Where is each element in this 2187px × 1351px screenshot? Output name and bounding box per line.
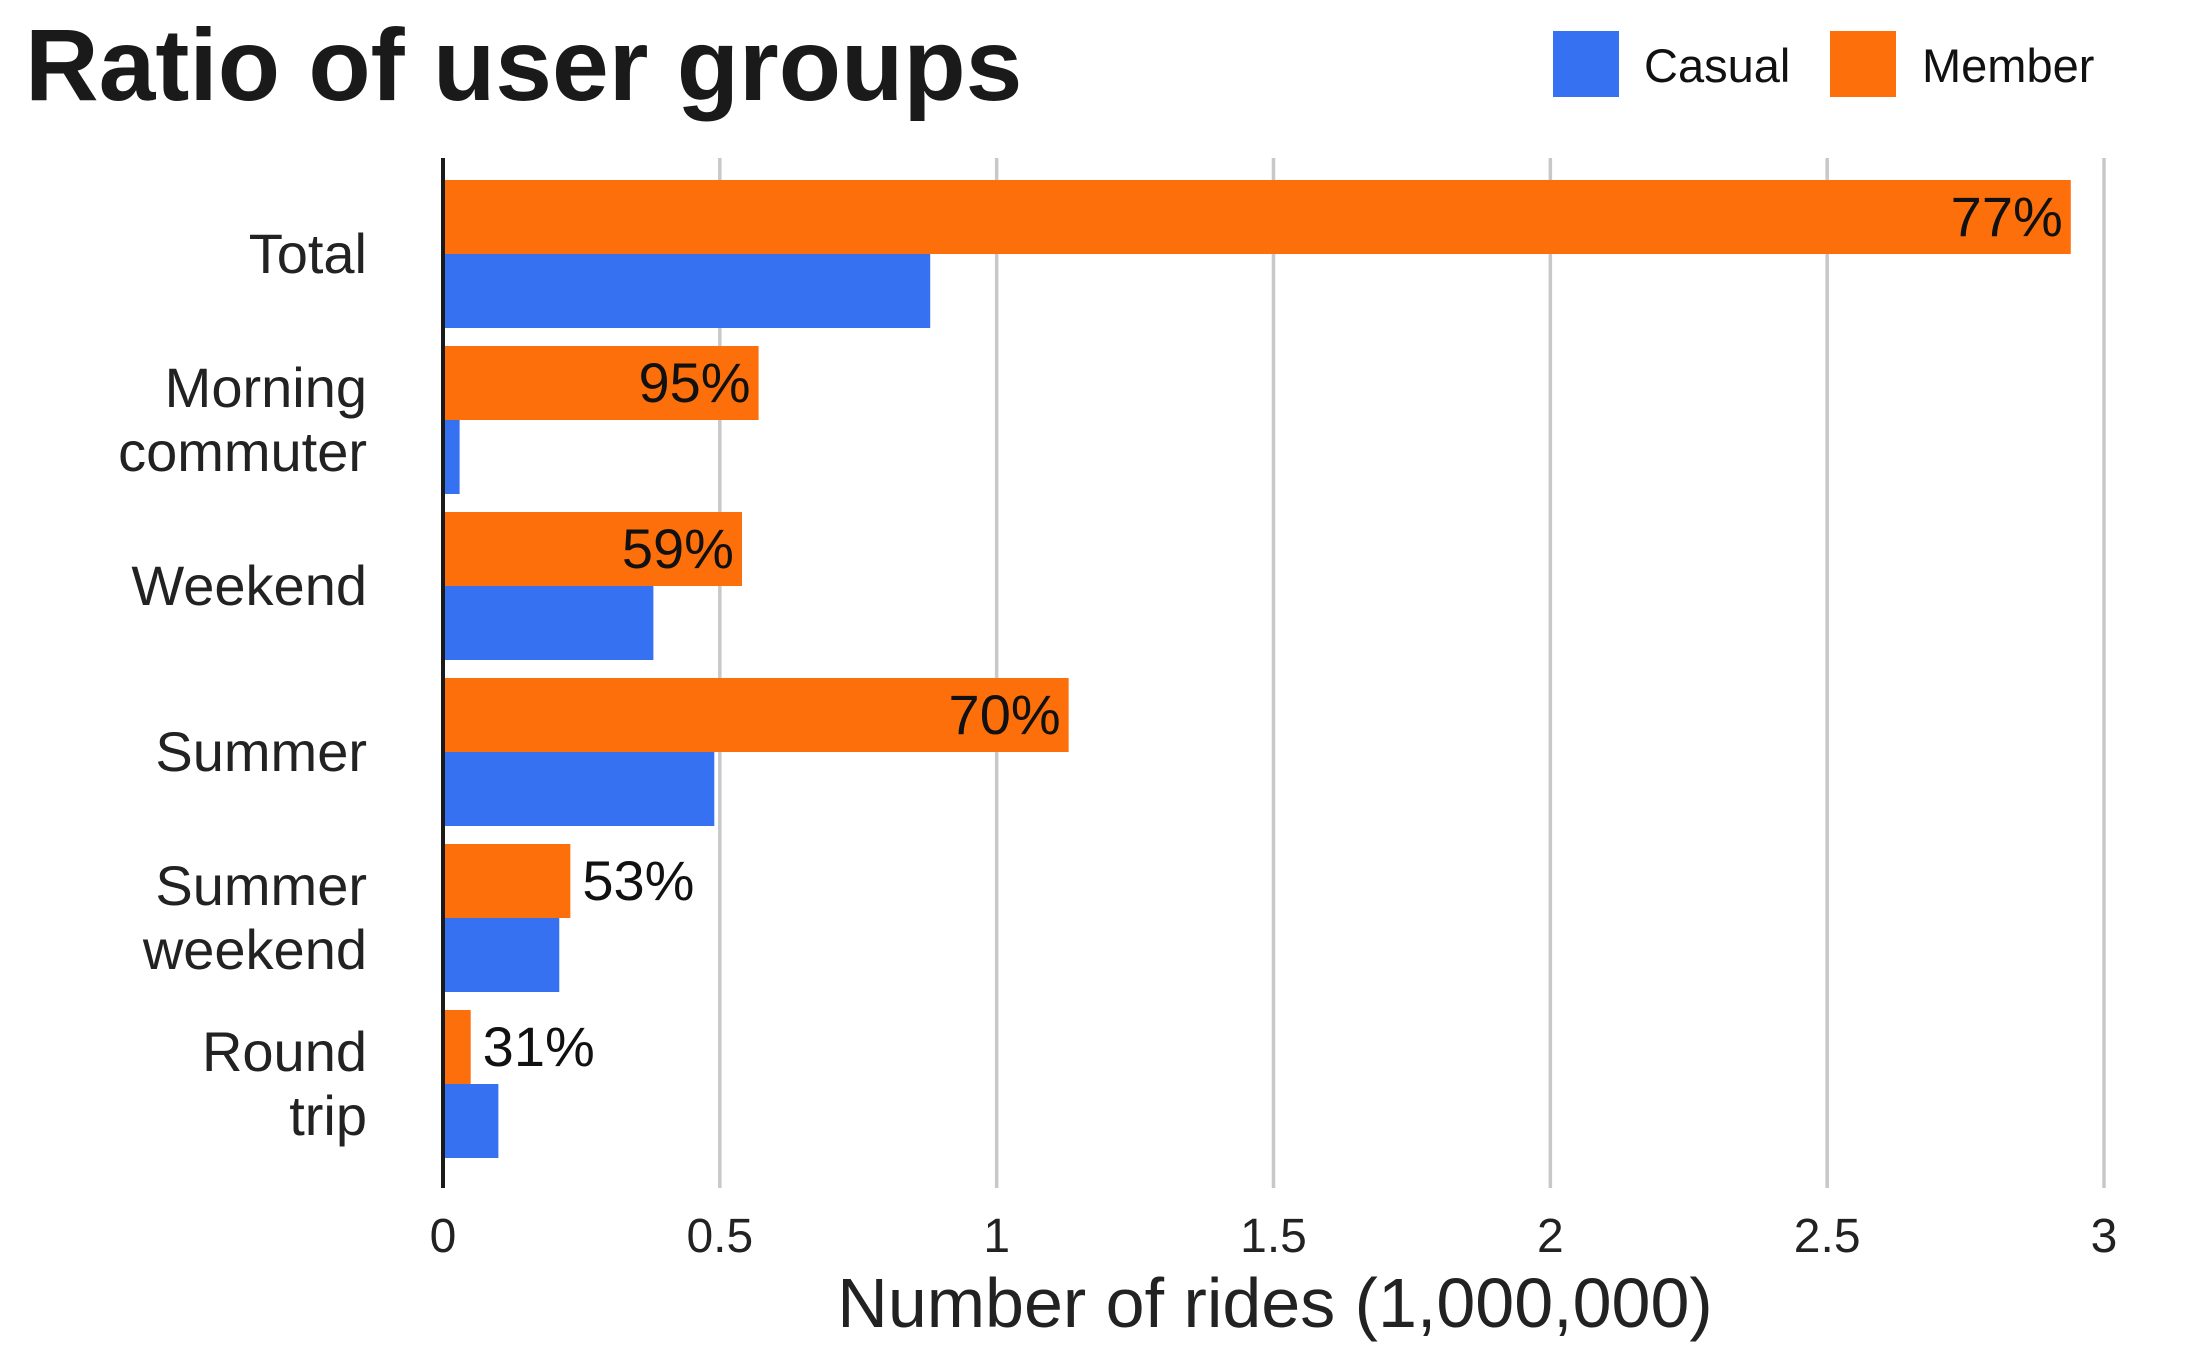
x-tick-label: 2.5 — [1794, 1210, 1861, 1263]
data-label-member: 77% — [1951, 185, 2063, 248]
data-label-member: 31% — [483, 1015, 595, 1078]
category-label: Summer — [155, 720, 367, 783]
x-tick-label: 3 — [2091, 1210, 2118, 1263]
x-tick-label: 0.5 — [686, 1210, 753, 1263]
bar-member — [443, 1010, 471, 1084]
bar-member — [443, 844, 571, 918]
bar-member — [443, 678, 1069, 752]
legend-label: Member — [1922, 39, 2094, 92]
x-axis-title: Number of rides (1,000,000) — [837, 1264, 1712, 1342]
bar-casual — [443, 1084, 499, 1158]
bar-casual — [443, 586, 654, 660]
legend-swatch — [1553, 31, 1619, 97]
legend-label: Casual — [1644, 39, 1790, 92]
data-labels: 77% 95% 59% 70% 53% 31% — [483, 185, 2063, 1078]
data-label-member: 95% — [638, 351, 750, 414]
data-label-member: 70% — [949, 683, 1061, 746]
data-label-member: 59% — [622, 517, 734, 580]
chart-title: Ratio of user groups — [25, 8, 1022, 122]
x-tick-label: 1.5 — [1240, 1210, 1307, 1263]
bar-member — [443, 180, 2071, 254]
bars — [443, 180, 2071, 1158]
x-tick-label: 2 — [1537, 1210, 1564, 1263]
category-labels: Total Morning commuter Weekend Summer Summer w… — [118, 222, 367, 1147]
bar-casual — [443, 752, 715, 826]
category-label: Round trip — [202, 1020, 367, 1147]
bar-casual — [443, 254, 931, 328]
x-tick-label: 0 — [430, 1210, 457, 1263]
gridlines — [718, 158, 2106, 1188]
x-tick-label: 1 — [983, 1210, 1010, 1263]
bar-member — [443, 346, 759, 420]
legend-swatch — [1830, 31, 1896, 97]
category-label: Morning commuter — [118, 356, 367, 483]
x-tick-labels: 0 0.5 1 1.5 2 2.5 3 — [430, 1210, 2118, 1263]
data-label-member: 53% — [582, 849, 694, 912]
category-label: Weekend — [131, 554, 367, 617]
bar-casual — [443, 918, 560, 992]
legend: Casual Member — [1553, 31, 2094, 97]
bar-casual — [443, 420, 460, 494]
category-label: Summer weekend — [142, 854, 367, 981]
category-label: Total — [249, 222, 367, 285]
bar-member — [443, 512, 742, 586]
